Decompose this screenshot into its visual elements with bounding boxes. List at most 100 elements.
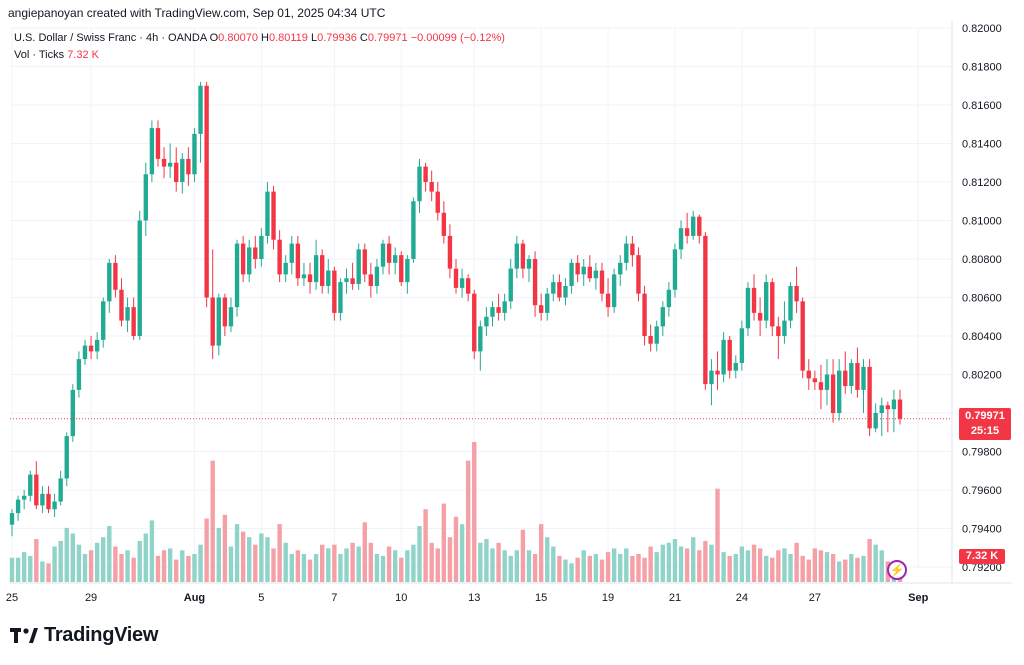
candle [636, 247, 641, 302]
volume-bar [545, 537, 550, 582]
candle-body [605, 293, 611, 308]
candle [800, 297, 805, 379]
candle [411, 197, 416, 263]
candle [885, 401, 891, 433]
volume-bar [405, 550, 410, 582]
candle [119, 278, 124, 327]
volume-bar [551, 546, 556, 582]
candle [660, 301, 665, 336]
candle-body [879, 405, 884, 413]
volume-bar [15, 557, 21, 582]
candle-body [508, 268, 513, 302]
candle-body [532, 259, 538, 306]
candle [338, 278, 343, 321]
volume-bar [733, 554, 738, 582]
candle-body [618, 262, 623, 275]
candle [770, 278, 775, 336]
volume-bar [782, 548, 787, 582]
candle-body [520, 243, 526, 269]
ohlc-open: 0.80070 [218, 32, 258, 44]
volume-bar [204, 518, 209, 582]
volume-bar [271, 548, 276, 582]
volume-bar [253, 544, 258, 582]
candle [9, 509, 15, 537]
candle-body [326, 270, 331, 286]
candle [648, 324, 653, 352]
volume-bar [40, 561, 45, 582]
volume-bar [739, 546, 745, 582]
candle-body [447, 235, 453, 269]
volume-bar [453, 516, 459, 582]
lightning-icon[interactable]: ⚡ [887, 560, 907, 580]
candle [697, 214, 702, 244]
volume-bar [593, 554, 599, 582]
candle-body [648, 336, 653, 344]
candle-body [739, 328, 745, 363]
candle [368, 262, 374, 298]
volume-bar [757, 548, 763, 582]
candle [320, 249, 325, 294]
candle [259, 228, 264, 267]
candle-body [867, 366, 872, 429]
candle-body [155, 128, 161, 159]
candle-body [247, 247, 252, 275]
candle [186, 147, 191, 186]
volume-bar [843, 559, 848, 582]
volume-bar [234, 524, 240, 582]
candle [478, 320, 483, 371]
candle-body [891, 399, 897, 410]
candle-body [362, 249, 367, 275]
volume-bar [691, 537, 696, 582]
candle-body [490, 307, 495, 317]
volume-bar [642, 557, 647, 582]
candle [392, 247, 398, 275]
candle-body [697, 216, 702, 236]
candle [879, 397, 884, 437]
candle-body [374, 266, 380, 286]
candle-body [88, 345, 94, 352]
volume-bar [526, 550, 532, 582]
candle-body [113, 262, 118, 290]
volume-bar [125, 550, 130, 582]
candle-body [733, 362, 738, 371]
ohlc-close: 0.79971 [367, 32, 408, 44]
volume-bar [161, 550, 167, 582]
candle-body [320, 255, 325, 286]
volume-bar [332, 544, 337, 582]
candle [435, 182, 440, 221]
ohlc-low-label: L [310, 32, 318, 44]
tradingview-logo[interactable]: TradingView [10, 624, 158, 647]
candle [125, 297, 130, 333]
candle-body [453, 268, 459, 288]
candle [873, 403, 878, 433]
candle [593, 262, 599, 290]
candle-body [405, 259, 410, 283]
volume-bar [490, 548, 495, 582]
candle [113, 255, 118, 298]
bar-countdown: 25:15 [970, 425, 1000, 437]
candle-body [843, 370, 848, 387]
candle-body [812, 378, 818, 383]
volume-bar [417, 526, 422, 582]
volume-bar [374, 554, 380, 582]
volume-bar [46, 563, 51, 582]
volume-bar [34, 539, 39, 582]
volume-bar [368, 542, 374, 582]
candle-body [411, 201, 416, 259]
candle-body [599, 270, 605, 294]
candle-body [283, 262, 288, 275]
candle-body [757, 312, 763, 321]
x-tick-label: 27 [809, 592, 821, 604]
candle [265, 182, 270, 244]
candle-body [776, 326, 781, 336]
volume-bar [709, 544, 714, 582]
candle [155, 120, 161, 167]
x-tick-label: 5 [258, 592, 264, 604]
volume-bar [222, 514, 228, 582]
candle [642, 285, 647, 346]
candle [344, 268, 349, 294]
candle-body [131, 307, 136, 336]
candle-body [691, 216, 696, 236]
x-tick-label: 15 [535, 592, 547, 604]
